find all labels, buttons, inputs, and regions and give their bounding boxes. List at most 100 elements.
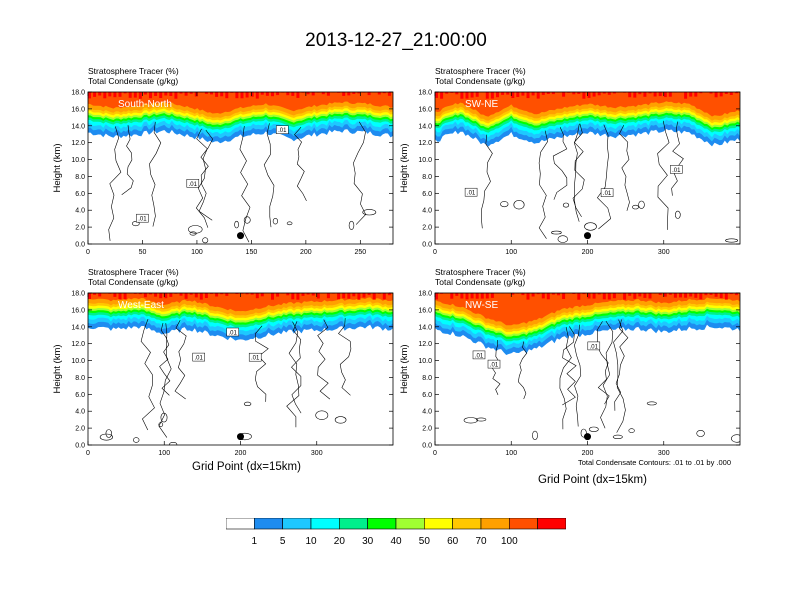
tracer-spike bbox=[658, 92, 662, 97]
contour-blob bbox=[731, 434, 740, 443]
contour-line bbox=[353, 121, 367, 225]
tracer-spike bbox=[215, 92, 219, 97]
y-tick-label: 18.0 bbox=[418, 291, 432, 298]
contour-label: .01 bbox=[229, 331, 238, 337]
tracer-spike bbox=[607, 293, 611, 300]
tracer-spike bbox=[255, 92, 259, 99]
colorbar-tick-label: 10 bbox=[305, 536, 317, 547]
tracer-spike bbox=[501, 92, 505, 95]
tracer-spike bbox=[174, 92, 178, 99]
tracer-spike bbox=[572, 92, 576, 95]
tracer-spike bbox=[194, 293, 198, 298]
plot-area: .01 .01 .01 bbox=[435, 92, 740, 244]
contour-blob bbox=[362, 209, 377, 216]
plot-area: .01 .01 .01 bbox=[88, 92, 393, 244]
tracer-spike bbox=[387, 293, 391, 296]
tracer-spike bbox=[643, 92, 647, 97]
contour-blob bbox=[105, 429, 113, 438]
x-tick-label: 0 bbox=[86, 249, 90, 256]
y-tick-label: 18.0 bbox=[71, 291, 85, 298]
y-tick-label: 0.0 bbox=[75, 242, 85, 249]
tracer-spike bbox=[154, 92, 158, 96]
tracer-spike bbox=[653, 92, 657, 97]
tracer-spike bbox=[455, 293, 459, 296]
colorbar-swatch bbox=[508, 518, 538, 530]
tracer-spike bbox=[337, 293, 341, 300]
contour-blob bbox=[638, 200, 645, 209]
tracer-spike bbox=[490, 92, 494, 99]
contour-label-box bbox=[248, 352, 262, 362]
tracer-spike bbox=[372, 293, 376, 300]
panel-label: NW-SE bbox=[465, 300, 498, 311]
tracer-spike bbox=[536, 293, 540, 295]
contour-label-box bbox=[276, 125, 289, 134]
contour-blob bbox=[513, 200, 525, 210]
x-tick-label: 100 bbox=[191, 249, 203, 256]
tracer-spike bbox=[387, 92, 391, 96]
tracer-spike bbox=[470, 92, 474, 98]
tracer-spike bbox=[235, 293, 239, 294]
colorbar bbox=[226, 518, 566, 530]
contour-label-box bbox=[464, 187, 478, 197]
tracer-spike bbox=[551, 293, 555, 295]
tracer-spike bbox=[93, 293, 97, 295]
y-tick-label: 10.0 bbox=[71, 157, 85, 164]
colorbar-swatch bbox=[226, 518, 255, 530]
contour-label-box bbox=[600, 188, 614, 197]
tracer-spike bbox=[352, 293, 356, 297]
tracer-spike bbox=[485, 92, 489, 99]
contour-blob bbox=[674, 210, 681, 219]
tracer-spike bbox=[260, 293, 264, 297]
tracer-spike bbox=[704, 293, 708, 296]
plot-area: .01 .01 .01 bbox=[88, 293, 393, 445]
contour-blob bbox=[160, 412, 168, 423]
tracer-spike bbox=[633, 92, 637, 98]
x-tick-label: 50 bbox=[139, 249, 147, 256]
tracer-spike bbox=[684, 92, 688, 99]
contour-blob bbox=[132, 221, 140, 227]
tracer-spike bbox=[602, 293, 606, 300]
tracer-spike bbox=[714, 293, 718, 297]
contour-line bbox=[613, 319, 626, 433]
y-tick-label: 12.0 bbox=[71, 140, 85, 147]
contour-blob bbox=[169, 442, 178, 445]
tracer-spike bbox=[88, 293, 91, 299]
x-tick-label: 100 bbox=[158, 450, 170, 457]
x-tick-label: 300 bbox=[311, 450, 323, 457]
tracer-spike bbox=[377, 92, 381, 95]
tracer-spike bbox=[184, 92, 188, 96]
field-label: Stratosphere Tracer (%) bbox=[88, 267, 179, 277]
field-label: Total Condensate (g/kg) bbox=[435, 76, 525, 86]
tracer-spike bbox=[98, 92, 102, 96]
tracer-spike bbox=[694, 293, 698, 298]
tracer-spike bbox=[455, 92, 459, 95]
tracer-spike bbox=[689, 293, 693, 297]
contour-line bbox=[481, 134, 493, 229]
contour-line bbox=[600, 320, 614, 429]
y-axis-label: Height (km) bbox=[399, 143, 410, 192]
contour-line bbox=[263, 123, 275, 228]
tracer-spike bbox=[352, 92, 356, 94]
y-tick-label: 18.0 bbox=[71, 90, 85, 97]
colorbar-swatch bbox=[395, 518, 425, 530]
tracer-spike bbox=[612, 92, 616, 94]
tracer-spike bbox=[689, 92, 693, 97]
tracer-spike bbox=[485, 293, 489, 299]
tracer-spike bbox=[367, 92, 371, 96]
x-tick-label: 100 bbox=[505, 249, 517, 256]
tracer-spike bbox=[271, 293, 274, 300]
tracer-spike bbox=[648, 293, 652, 299]
colorbar-swatch bbox=[282, 518, 312, 530]
y-tick-label: 18.0 bbox=[418, 90, 432, 97]
colorbar-tick-label: 30 bbox=[362, 536, 374, 547]
tracer-spike bbox=[612, 293, 616, 299]
x-tick-label: 250 bbox=[354, 249, 366, 256]
contour-label: .01 bbox=[490, 363, 499, 369]
panel-top-left: .01 .01 .01 South-North 0.0 2.0 4.0 6.0 8.0 10.0 1… bbox=[52, 66, 394, 256]
tracer-spike bbox=[179, 293, 183, 296]
tracer-spike bbox=[296, 92, 300, 98]
x-tick-label: 200 bbox=[582, 249, 594, 256]
tracer-spike bbox=[546, 92, 550, 94]
tracer-spike bbox=[342, 92, 346, 96]
